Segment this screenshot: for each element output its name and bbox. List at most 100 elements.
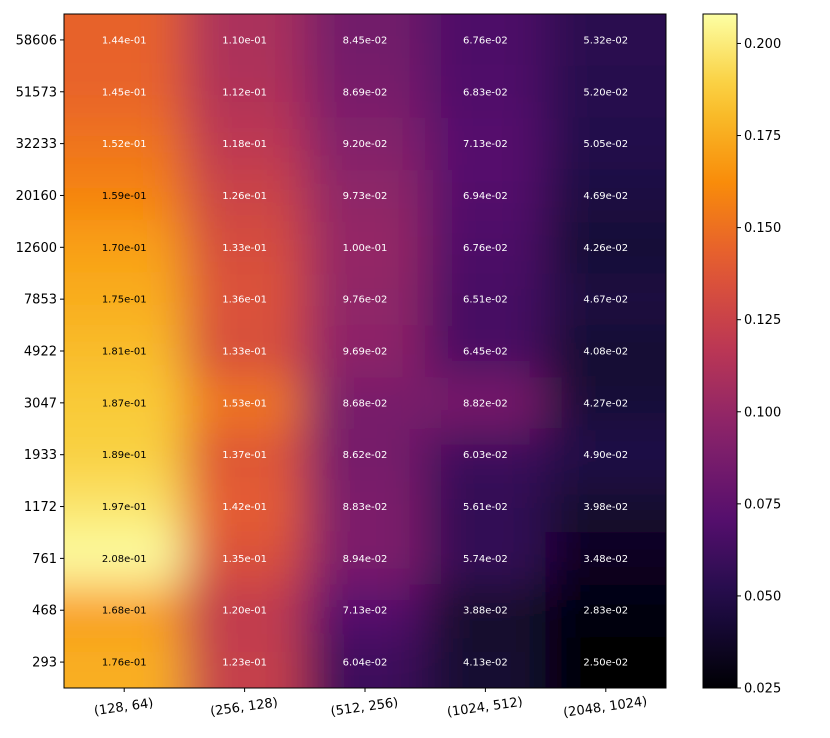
cell-value-label: 1.68e-01 bbox=[102, 606, 147, 617]
cell-value-label: 2.08e-01 bbox=[102, 554, 147, 565]
cell-value-label: 4.27e-02 bbox=[583, 398, 628, 409]
colorbar-gradient bbox=[703, 14, 737, 688]
heat-cell bbox=[64, 117, 186, 171]
cell-value-label: 4.67e-02 bbox=[583, 295, 628, 306]
heat-cell bbox=[184, 532, 306, 586]
heat-cell bbox=[64, 65, 186, 119]
colorbar-tick-label: 0.075 bbox=[744, 497, 781, 512]
cell-value-label: 4.90e-02 bbox=[583, 450, 628, 461]
cell-value-label: 1.70e-01 bbox=[102, 243, 147, 254]
heat-cell bbox=[184, 273, 306, 327]
heat-cell bbox=[425, 169, 547, 223]
heat-cell bbox=[545, 14, 666, 67]
colorbar-tick-label: 0.125 bbox=[744, 313, 781, 328]
heat-cell bbox=[425, 428, 547, 482]
y-axis: 58606 51573 32233 20160 12600 7853 4922 3047 193… bbox=[16, 33, 64, 671]
colorbar-tick-label: 0.175 bbox=[744, 129, 781, 144]
y-tick-label: 32233 bbox=[16, 137, 57, 152]
cell-value-label: 1.76e-01 bbox=[102, 658, 147, 669]
heat-cell bbox=[64, 584, 186, 638]
cell-value-label: 2.83e-02 bbox=[583, 606, 628, 617]
heat-cell bbox=[184, 428, 306, 482]
cell-value-label: 1.45e-01 bbox=[102, 87, 147, 98]
cell-value-label: 8.83e-02 bbox=[343, 502, 388, 513]
colorbar-tick-label: 0.050 bbox=[744, 589, 781, 604]
y-tick-label: 468 bbox=[32, 604, 57, 619]
heat-cell bbox=[64, 221, 186, 275]
cell-value-label: 8.82e-02 bbox=[463, 398, 508, 409]
cell-value-label: 1.12e-01 bbox=[222, 87, 267, 98]
cell-value-label: 9.20e-02 bbox=[343, 139, 388, 150]
colorbar-tick-label: 0.200 bbox=[744, 37, 781, 52]
heat-cell bbox=[184, 169, 306, 223]
heat-cell bbox=[184, 65, 306, 119]
cell-value-label: 1.89e-01 bbox=[102, 450, 147, 461]
cell-value-label: 4.08e-02 bbox=[583, 347, 628, 358]
heat-cell bbox=[184, 480, 306, 534]
x-tick-label: (256, 128) bbox=[209, 695, 278, 719]
y-tick-label: 1172 bbox=[24, 500, 57, 515]
y-tick-label: 293 bbox=[32, 656, 57, 671]
cell-value-label: 4.69e-02 bbox=[583, 191, 628, 202]
heat-cell bbox=[545, 636, 666, 688]
cell-value-label: 1.20e-01 bbox=[222, 606, 267, 617]
heat-cell bbox=[304, 221, 427, 275]
cell-value-label: 6.83e-02 bbox=[463, 87, 508, 98]
heat-cell bbox=[64, 532, 186, 586]
heat-cell bbox=[184, 376, 306, 430]
heat-cell bbox=[184, 584, 306, 638]
cell-value-label: 2.50e-02 bbox=[583, 658, 628, 669]
heat-cell bbox=[304, 273, 427, 327]
cell-value-label: 8.45e-02 bbox=[343, 35, 388, 46]
cell-value-label: 1.36e-01 bbox=[222, 295, 267, 306]
cell-value-label: 1.18e-01 bbox=[222, 139, 267, 150]
heat-cell bbox=[304, 428, 427, 482]
y-tick-label: 7853 bbox=[24, 293, 57, 308]
cell-value-label: 3.88e-02 bbox=[463, 606, 508, 617]
cell-value-label: 4.13e-02 bbox=[463, 658, 508, 669]
heat-cell bbox=[304, 14, 427, 67]
heat-cell bbox=[64, 14, 186, 67]
cell-value-label: 6.51e-02 bbox=[463, 295, 508, 306]
y-tick-label: 58606 bbox=[16, 33, 57, 48]
cell-value-label: 1.23e-01 bbox=[222, 658, 267, 669]
heat-cell bbox=[545, 428, 666, 482]
heat-cell bbox=[304, 169, 427, 223]
cell-value-label: 8.62e-02 bbox=[343, 450, 388, 461]
cell-value-label: 3.48e-02 bbox=[583, 554, 628, 565]
heat-cell bbox=[304, 117, 427, 171]
heat-cell bbox=[304, 636, 427, 688]
cell-value-label: 6.76e-02 bbox=[463, 243, 508, 254]
cell-value-label: 1.87e-01 bbox=[102, 398, 147, 409]
cell-value-label: 1.53e-01 bbox=[222, 398, 267, 409]
y-tick-label: 1933 bbox=[24, 448, 57, 463]
heat-cell bbox=[304, 65, 427, 119]
cell-value-label: 5.74e-02 bbox=[463, 554, 508, 565]
heat-cell bbox=[425, 636, 547, 688]
cell-value-label: 1.81e-01 bbox=[102, 347, 147, 358]
y-tick-label: 4922 bbox=[24, 345, 57, 360]
heat-cell bbox=[184, 636, 306, 688]
cell-value-label: 8.69e-02 bbox=[343, 87, 388, 98]
heat-cell bbox=[545, 273, 666, 327]
heat-cell bbox=[425, 14, 547, 67]
colorbar-frame bbox=[702, 13, 738, 689]
cell-value-label: 1.10e-01 bbox=[222, 35, 267, 46]
heat-cell bbox=[64, 480, 186, 534]
heat-cell bbox=[425, 273, 547, 327]
cell-value-label: 5.61e-02 bbox=[463, 502, 508, 513]
cell-value-label: 5.05e-02 bbox=[583, 139, 628, 150]
heat-cell bbox=[545, 480, 666, 534]
colorbar: 0.025 0.050 0.075 0.100 0.125 0.150 0.175 0.200 bbox=[702, 13, 781, 697]
heat-cell bbox=[304, 532, 427, 586]
cell-value-label: 1.59e-01 bbox=[102, 191, 147, 202]
heat-cell bbox=[184, 14, 306, 67]
cell-value-label: 9.76e-02 bbox=[343, 295, 388, 306]
heat-cell bbox=[304, 325, 427, 378]
heat-cell bbox=[545, 532, 666, 586]
cell-value-label: 3.98e-02 bbox=[583, 502, 628, 513]
heat-cell bbox=[64, 636, 186, 688]
heat-cells bbox=[64, 14, 666, 688]
cell-value-label: 4.26e-02 bbox=[583, 243, 628, 254]
cell-value-label: 8.94e-02 bbox=[343, 554, 388, 565]
